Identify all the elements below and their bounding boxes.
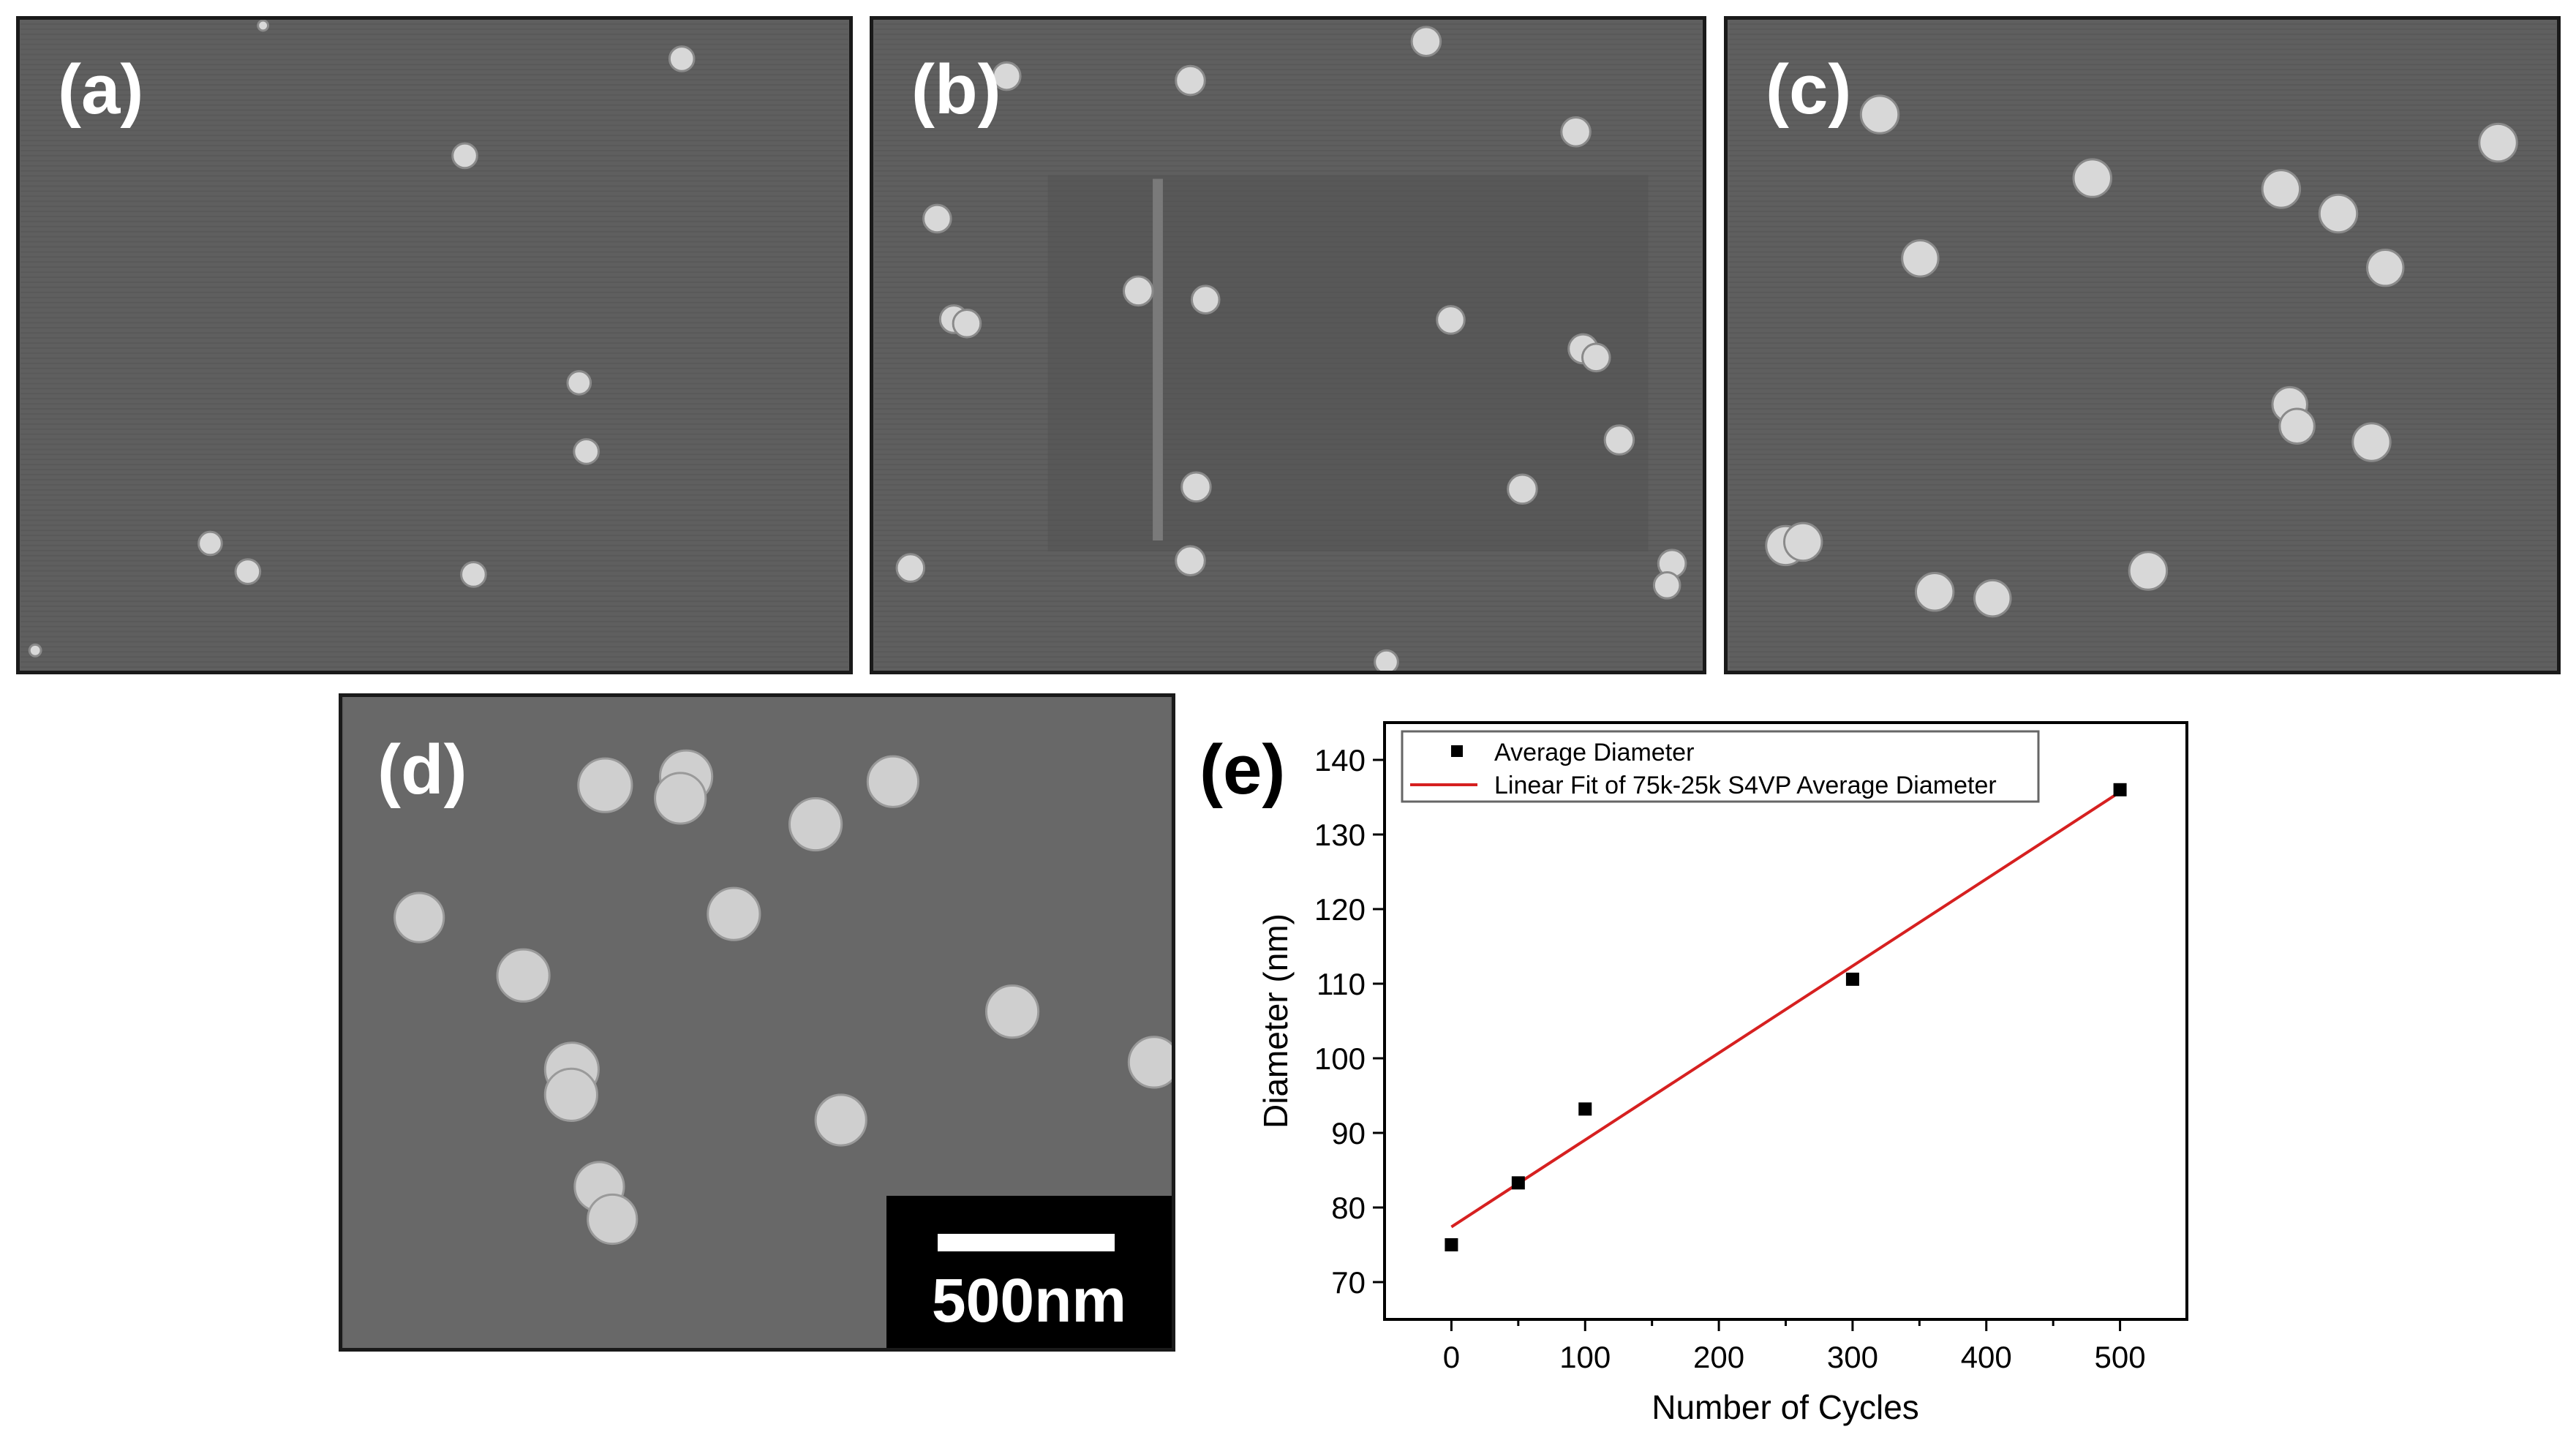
diameter-chart: (e) 70 80 90 100 110 120 130 140 0 100 200 300 400 5… [1200, 721, 2188, 1426]
particle [2478, 122, 2518, 163]
particle [1436, 305, 1466, 335]
particle [707, 886, 761, 941]
particle [2366, 248, 2405, 287]
x-tick-label: 0 [1443, 1340, 1460, 1374]
particle [234, 558, 262, 585]
particle [1123, 275, 1154, 307]
data-point [1845, 972, 1859, 986]
scanned-region [1047, 175, 1649, 551]
sem-image-b [874, 20, 1702, 671]
panel-label-d: (d) [377, 731, 467, 809]
panel-label-b: (b) [911, 50, 1001, 129]
y-tick-label: 120 [1314, 892, 1366, 927]
particle [984, 984, 1040, 1039]
particle [2351, 422, 2392, 462]
linear-fit-line [1450, 791, 2121, 1229]
particle [257, 20, 270, 32]
particle [1410, 26, 1442, 57]
sem-image-c [1728, 20, 2556, 671]
plot-frame [1383, 721, 2188, 1321]
particle [814, 1093, 867, 1147]
panel-label-e: (e) [1200, 731, 1285, 809]
sem-image-a [20, 20, 848, 671]
particle [1175, 545, 1206, 576]
legend-scatter-label: Average Diameter [1494, 739, 1694, 766]
particle [28, 643, 42, 658]
particle [543, 1067, 598, 1122]
particle [587, 1193, 639, 1246]
y-tick-label: 100 [1314, 1041, 1366, 1076]
y-tick-label: 140 [1314, 743, 1366, 777]
particle [2261, 169, 2302, 209]
nanowire-line [1153, 178, 1163, 541]
particle [1581, 342, 1611, 373]
particle [1560, 116, 1592, 148]
particle [496, 948, 551, 1003]
particle [573, 438, 600, 465]
panel-label-c: (c) [1766, 50, 1852, 129]
particle [1859, 94, 1900, 135]
particle [393, 892, 445, 943]
x-tick-label: 100 [1559, 1340, 1611, 1374]
data-point [1445, 1238, 1458, 1251]
x-tick-label: 300 [1827, 1340, 1878, 1374]
y-tick-label: 80 [1331, 1191, 1366, 1225]
y-tick-label: 70 [1331, 1265, 1366, 1300]
particle [668, 45, 696, 72]
particle [2072, 158, 2112, 198]
particle [1180, 471, 1212, 503]
data-point [1578, 1102, 1592, 1116]
y-tick-label: 110 [1317, 967, 1366, 1001]
particle [1603, 424, 1635, 456]
particle [1127, 1036, 1172, 1089]
particle [1914, 572, 1955, 612]
x-tick-label: 500 [2095, 1340, 2146, 1374]
particle [1175, 64, 1206, 97]
particle [1507, 473, 1538, 505]
particle [2128, 551, 2169, 591]
data-point [1511, 1176, 1525, 1190]
scale-bar-box: 500nm [886, 1196, 1172, 1348]
y-tick-label: 90 [1331, 1116, 1366, 1150]
legend-marker-square [1451, 745, 1463, 757]
particle [1190, 285, 1221, 314]
y-axis-label: Diameter (nm) [1257, 913, 1295, 1129]
legend: Average Diameter Linear Fit of 75k-25k S… [1401, 730, 2040, 803]
particle [1783, 521, 1823, 562]
sem-panel-c: (c) [1724, 16, 2561, 674]
particle [451, 142, 478, 170]
y-tick-label: 130 [1314, 818, 1366, 852]
particle [922, 203, 952, 234]
particle [1652, 571, 1681, 600]
particle [2318, 193, 2359, 234]
x-tick-label: 400 [1961, 1340, 2012, 1374]
particle [1973, 579, 2012, 618]
x-tick-label: 200 [1693, 1340, 1744, 1374]
panel-label-a: (a) [58, 50, 144, 129]
legend-fit-label: Linear Fit of 75k-25k S4VP Average Diame… [1494, 772, 1997, 799]
particle [197, 530, 223, 557]
particle [1374, 649, 1399, 671]
sem-panel-a: (a) [16, 16, 853, 674]
scale-bar [938, 1234, 1115, 1251]
particle [788, 796, 843, 852]
scale-bar-label: 500nm [931, 1266, 1127, 1335]
particle [566, 370, 592, 396]
particle [2278, 407, 2316, 445]
particle [1901, 239, 1940, 278]
particle [992, 61, 1022, 91]
legend-box [1401, 730, 2040, 803]
particle [460, 561, 487, 588]
x-axis-label: Number of Cycles [1652, 1388, 1919, 1426]
sem-panel-d: (d) 500nm [339, 693, 1175, 1352]
particle [895, 553, 926, 583]
sem-panel-b: (b) [870, 16, 1706, 674]
particle [952, 309, 982, 339]
data-point [2113, 783, 2127, 796]
particle [577, 757, 633, 813]
particle [654, 772, 707, 825]
particle [866, 755, 920, 808]
